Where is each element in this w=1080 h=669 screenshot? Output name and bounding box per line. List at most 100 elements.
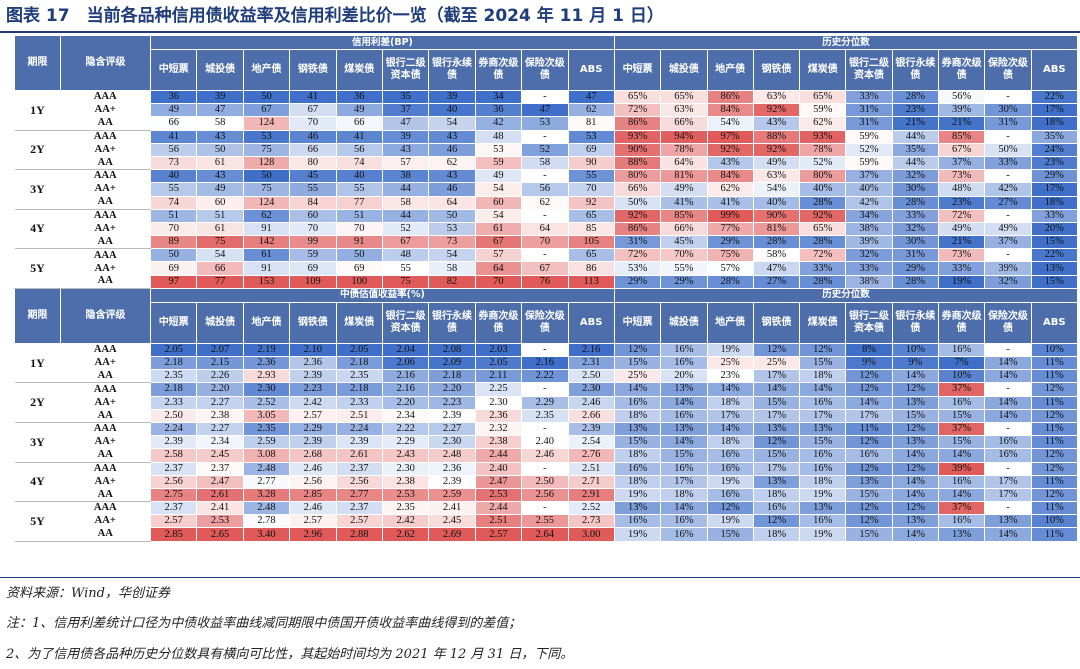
percentile-cell: 65% bbox=[660, 89, 708, 105]
value-cell: 2.54 bbox=[567, 435, 615, 450]
percentile-cell: 28% bbox=[752, 235, 801, 250]
table-row: AA 74 60 124 84 77 58 64 60 62 92 50% 41% 41% 40% 28% 42… bbox=[15, 195, 1078, 210]
value-cell: 2.11 bbox=[474, 369, 523, 384]
percentile-cell: 99% bbox=[706, 208, 754, 223]
column-header: 钢铁债 bbox=[752, 301, 801, 344]
percentile-cell: 57% bbox=[706, 261, 754, 276]
value-cell: 37 bbox=[381, 103, 430, 118]
value-cell: 2.32 bbox=[474, 421, 523, 437]
column-header: 中短票 bbox=[613, 49, 662, 91]
percentile-cell: 63% bbox=[752, 169, 801, 184]
percentile-cell: 18% bbox=[1030, 116, 1078, 131]
value-cell: 3.40 bbox=[242, 527, 291, 542]
column-header: 煤炭债 bbox=[335, 301, 383, 344]
percentile-cell: 13% bbox=[613, 501, 662, 516]
value-cell: 51 bbox=[335, 208, 383, 223]
percentile-cell: 19% bbox=[799, 487, 847, 503]
table-row: AA+ 70 61 91 70 70 52 53 61 64 85 86% 66% 77% 81% 65% 38… bbox=[15, 221, 1078, 237]
percentile-cell: 14% bbox=[799, 382, 847, 397]
percentile-cell: 50% bbox=[984, 142, 1032, 157]
value-cell: 2.27 bbox=[196, 421, 244, 437]
value-cell: 2.10 bbox=[289, 342, 337, 358]
value-cell: 54 bbox=[196, 248, 244, 263]
percentile-cell: 14% bbox=[706, 421, 754, 437]
column-header: 中短票 bbox=[149, 49, 198, 91]
percentile-cell: 21% bbox=[891, 116, 940, 131]
percentile-cell: - bbox=[984, 501, 1032, 516]
source-note: 资料来源：Wind，华创证券 bbox=[6, 586, 170, 601]
percentile-cell: 32% bbox=[984, 274, 1032, 289]
percentile-cell: 27% bbox=[752, 274, 801, 289]
grade-cell: AA bbox=[60, 156, 151, 171]
percentile-cell: 15% bbox=[706, 527, 754, 542]
percentile-cell: 17% bbox=[752, 461, 801, 476]
percentile-cell: 73% bbox=[937, 248, 986, 263]
grade-cell: AAA bbox=[60, 422, 151, 436]
value-cell: 2.39 bbox=[428, 408, 476, 423]
value-cell: 58 bbox=[196, 116, 244, 131]
value-cell: 70 bbox=[335, 221, 383, 237]
value-cell: 2.22 bbox=[521, 369, 569, 384]
value-cell: 2.64 bbox=[521, 527, 569, 542]
percentile-cell: 39% bbox=[984, 261, 1032, 276]
percentile-cell: 11% bbox=[1030, 355, 1078, 371]
value-cell: 46 bbox=[289, 129, 337, 144]
value-cell: 52 bbox=[381, 221, 430, 237]
grade-cell: AA bbox=[60, 235, 151, 250]
table-row: AA 2.75 2.61 3.28 2.85 2.77 2.53 2.59 2.53 2.56 2.… bbox=[15, 487, 1078, 503]
percentile-cell: 39% bbox=[937, 103, 986, 118]
value-cell: 2.52 bbox=[242, 395, 291, 410]
value-cell: 2.38 bbox=[381, 474, 430, 489]
column-header: 煤炭债 bbox=[335, 49, 383, 91]
percentile-cell: 44% bbox=[891, 129, 940, 144]
percentile-cell: 90% bbox=[752, 208, 801, 223]
value-cell: 57 bbox=[381, 155, 430, 171]
percentile-cell: 28% bbox=[891, 195, 940, 210]
percentile-cell: 16% bbox=[799, 395, 847, 410]
percentile-cell: - bbox=[984, 382, 1032, 397]
percentile-cell: 37% bbox=[937, 382, 986, 397]
percentile-cell: 92% bbox=[799, 208, 847, 223]
value-cell: 62 bbox=[567, 103, 615, 118]
percentile-cell: 16% bbox=[660, 461, 708, 476]
value-cell: 2.29 bbox=[521, 395, 569, 410]
column-header: 银行永续债 bbox=[891, 49, 940, 91]
value-cell: 2.53 bbox=[474, 487, 523, 503]
grade-cell: AA bbox=[60, 488, 151, 503]
value-cell: 56 bbox=[149, 142, 198, 157]
percentile-cell: 27% bbox=[984, 195, 1032, 210]
value-cell: 75 bbox=[242, 182, 291, 197]
value-cell: 59 bbox=[474, 155, 523, 171]
value-cell: 67 bbox=[242, 103, 291, 118]
percentile-cell: 72% bbox=[799, 248, 847, 263]
value-cell: 113 bbox=[567, 274, 615, 289]
value-cell: 2.65 bbox=[196, 527, 244, 542]
percentile-cell: 38% bbox=[845, 274, 893, 289]
percentile-cell: 15% bbox=[799, 435, 847, 450]
percentile-cell: 33% bbox=[984, 155, 1032, 171]
percentile-cell: 33% bbox=[845, 261, 893, 276]
percentile-cell: 29% bbox=[1030, 169, 1078, 184]
value-cell: 2.18 bbox=[428, 369, 476, 384]
value-cell: 2.35 bbox=[335, 369, 383, 384]
value-cell: 70 bbox=[474, 274, 523, 289]
percentile-cell: 35% bbox=[1030, 129, 1078, 144]
percentile-cell: 11% bbox=[1030, 369, 1078, 384]
value-cell: 49 bbox=[196, 182, 244, 197]
percentile-cell: 13% bbox=[937, 527, 986, 542]
percentile-cell: 17% bbox=[984, 487, 1032, 503]
percentile-cell: 31% bbox=[984, 116, 1032, 131]
percentile-cell: 30% bbox=[984, 103, 1032, 118]
value-cell: 54 bbox=[428, 116, 476, 131]
column-header: 钢铁债 bbox=[289, 49, 337, 91]
percentile-cell: 13% bbox=[845, 474, 893, 489]
percentile-cell: 37% bbox=[937, 501, 986, 516]
section-header-row: 期限 隐含评级 中债估值收益率(%) 历史分位数 bbox=[14, 287, 1078, 344]
grade-cell: AA+ bbox=[60, 435, 151, 449]
value-cell: 2.50 bbox=[149, 408, 198, 423]
grade-cell: AA+ bbox=[60, 182, 151, 196]
value-cell: 2.36 bbox=[428, 461, 476, 476]
value-cell: 43 bbox=[428, 169, 476, 184]
value-cell: 58 bbox=[521, 155, 569, 171]
percentile-cell: 37% bbox=[845, 169, 893, 184]
